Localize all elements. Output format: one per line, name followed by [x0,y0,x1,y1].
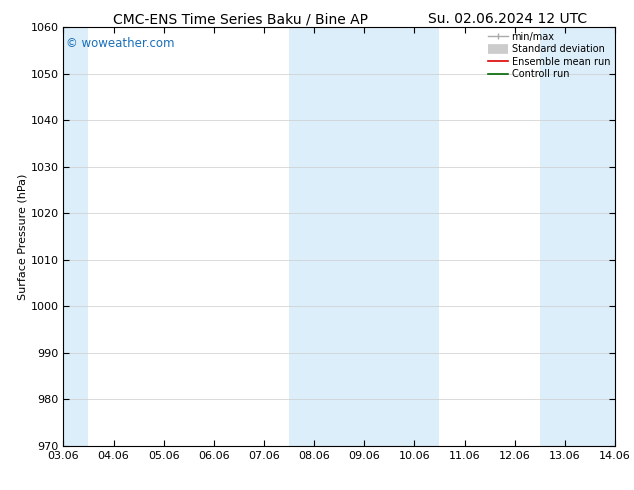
Text: © woweather.com: © woweather.com [66,37,174,50]
Bar [339,27,389,446]
Bar [590,27,615,446]
Bar [289,27,339,446]
Bar [63,27,89,446]
Bar [540,27,590,446]
Bar [389,27,439,446]
Text: CMC-ENS Time Series Baku / Bine AP: CMC-ENS Time Series Baku / Bine AP [113,12,368,26]
Text: Su. 02.06.2024 12 UTC: Su. 02.06.2024 12 UTC [428,12,586,26]
Legend: min/max, Standard deviation, Ensemble mean run, Controll run: min/max, Standard deviation, Ensemble me… [486,29,613,82]
Y-axis label: Surface Pressure (hPa): Surface Pressure (hPa) [18,173,28,299]
